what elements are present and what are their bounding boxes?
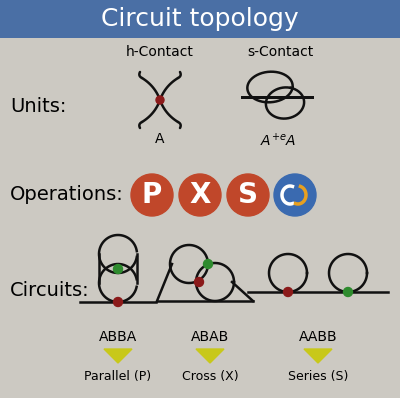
Text: X: X bbox=[189, 181, 211, 209]
Circle shape bbox=[179, 174, 221, 216]
Text: h-Contact: h-Contact bbox=[126, 45, 194, 59]
Circle shape bbox=[114, 297, 122, 306]
Text: Circuits:: Circuits: bbox=[10, 281, 90, 300]
Text: Circuit topology: Circuit topology bbox=[101, 7, 299, 31]
Text: ABBA: ABBA bbox=[99, 330, 137, 344]
Circle shape bbox=[284, 287, 292, 297]
Text: s-Contact: s-Contact bbox=[247, 45, 313, 59]
Circle shape bbox=[227, 174, 269, 216]
Circle shape bbox=[194, 277, 204, 287]
Text: Series (S): Series (S) bbox=[288, 370, 348, 383]
Text: P: P bbox=[142, 181, 162, 209]
Circle shape bbox=[274, 174, 316, 216]
Text: Units:: Units: bbox=[10, 98, 66, 117]
Text: A: A bbox=[155, 132, 165, 146]
Polygon shape bbox=[304, 349, 332, 363]
Circle shape bbox=[156, 96, 164, 104]
Circle shape bbox=[204, 259, 212, 269]
Circle shape bbox=[114, 265, 122, 273]
Circle shape bbox=[131, 174, 173, 216]
Text: Cross (X): Cross (X) bbox=[182, 370, 238, 383]
Circle shape bbox=[344, 287, 352, 297]
Text: S: S bbox=[238, 181, 258, 209]
Text: AABB: AABB bbox=[299, 330, 337, 344]
Bar bbox=[0, 0, 400, 38]
Polygon shape bbox=[196, 349, 224, 363]
Text: $A^{+e}A$: $A^{+e}A$ bbox=[260, 132, 296, 149]
Text: Parallel (P): Parallel (P) bbox=[84, 370, 152, 383]
Text: Operations:: Operations: bbox=[10, 185, 124, 205]
Text: ABAB: ABAB bbox=[191, 330, 229, 344]
Polygon shape bbox=[104, 349, 132, 363]
